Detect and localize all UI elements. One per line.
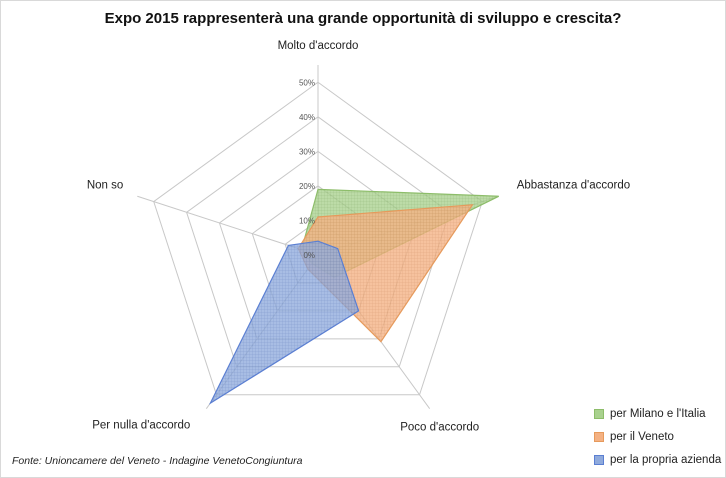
source-note: Fonte: Unioncamere del Veneto - Indagine… (12, 455, 303, 467)
legend-swatch (594, 454, 604, 465)
tick-label: 10% (299, 216, 315, 225)
axis-labels: Molto d'accordo Abbastanza d'accordo Poco … (87, 40, 630, 434)
legend-item: per il Veneto (594, 425, 721, 448)
legend-item: per la propria azienda (594, 448, 721, 471)
legend: per Milano e l'Italia per il Veneto per la… (594, 402, 721, 471)
tick-label: 0% (303, 251, 315, 260)
legend-item: per Milano e l'Italia (594, 402, 721, 425)
series-area-2 (208, 240, 360, 405)
legend-label: per Milano e l'Italia (610, 407, 706, 420)
tick-label: 20% (299, 182, 315, 191)
grid-ring-50 (153, 81, 483, 396)
legend-swatch (594, 431, 604, 442)
legend-swatch (594, 408, 604, 419)
axis-label: Abbastanza d'accordo (517, 179, 630, 191)
chart-title: Expo 2015 rappresenterà una grande oppor… (104, 10, 622, 27)
radial-tick-labels: 0% 10% 20% 30% 40% 50% (299, 78, 315, 260)
tick-label: 50% (299, 78, 315, 87)
tick-label: 30% (299, 147, 315, 156)
axis-label: Non so (87, 179, 123, 191)
tick-label: 40% (299, 113, 315, 122)
legend-label: per la propria azienda (610, 453, 722, 466)
axis-label: Poco d'accordo (400, 422, 479, 434)
axis-label: Per nulla d'accordo (92, 420, 190, 432)
radar-series (208, 188, 499, 405)
axis-label: Molto d'accordo (278, 40, 359, 52)
legend-label: per il Veneto (610, 430, 674, 443)
